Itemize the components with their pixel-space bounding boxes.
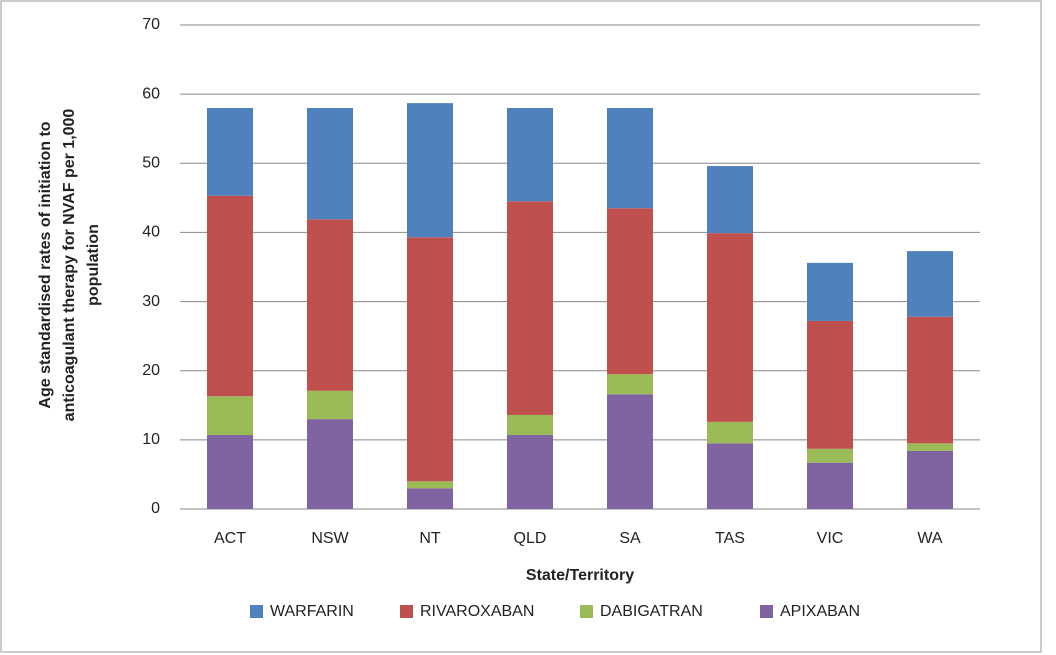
bar-segment (407, 481, 453, 489)
bar-segment (307, 219, 353, 391)
bar-segment (407, 237, 453, 482)
y-axis-title: Age standardised rates of initiation to … (37, 109, 102, 422)
x-tick-label: QLD (514, 530, 547, 547)
y-tick-label: 0 (151, 500, 160, 517)
legend-swatch (400, 605, 413, 618)
bar-segment (607, 107, 653, 209)
y-axis-title-line: Age standardised rates of initiation to (37, 121, 54, 408)
bar-segment (607, 394, 653, 509)
bar-segment (507, 201, 553, 415)
bar-segment (307, 419, 353, 509)
x-tick-label: VIC (817, 530, 844, 547)
bar-segment (707, 166, 753, 234)
bar-segment (407, 103, 453, 238)
bar-segment (607, 374, 653, 395)
bar-segment (407, 488, 453, 509)
legend-label: WARFARIN (270, 603, 354, 620)
x-tick-label: NSW (311, 530, 349, 547)
bar-segment (907, 450, 953, 509)
bar-segment (307, 107, 353, 220)
x-axis-title: State/Territory (526, 567, 634, 584)
legend-swatch (250, 605, 263, 618)
bar-segment (507, 107, 553, 202)
bar-segment (807, 448, 853, 463)
bar-segment (907, 251, 953, 317)
x-tick-label: WA (917, 530, 943, 547)
bar-segment (807, 262, 853, 321)
bar-segment (807, 462, 853, 509)
y-tick-label: 70 (142, 16, 160, 33)
legend-swatch (580, 605, 593, 618)
bar-segment (207, 195, 253, 397)
y-tick-label: 60 (142, 85, 160, 102)
bar-segment (907, 316, 953, 444)
bar-segment (807, 320, 853, 449)
bar-segment (607, 208, 653, 375)
y-axis-title-line: anticoagulant therapy for NVAF per 1,000 (61, 109, 78, 422)
bar-segment (507, 435, 553, 509)
y-tick-label: 20 (142, 362, 160, 379)
bar-segment (507, 414, 553, 436)
bar-segment (207, 396, 253, 436)
legend-label: RIVAROXABAN (420, 603, 534, 620)
bar-segment (707, 443, 753, 509)
x-tick-label: SA (619, 530, 641, 547)
y-tick-label: 10 (142, 431, 160, 448)
y-tick-label: 40 (142, 224, 160, 241)
y-tick-label: 30 (142, 293, 160, 310)
bar-segment (707, 233, 753, 422)
y-axis-title-line: population (85, 224, 102, 306)
bar-segment (207, 435, 253, 509)
bar-segment (307, 390, 353, 420)
y-tick-label: 50 (142, 155, 160, 172)
x-tick-label: TAS (715, 530, 745, 547)
bar-segment (707, 421, 753, 444)
x-tick-label: NT (419, 530, 441, 547)
legend-label: APIXABAN (780, 603, 860, 620)
legend-swatch (760, 605, 773, 618)
legend-label: DABIGATRAN (600, 603, 703, 620)
x-tick-label: ACT (214, 530, 246, 547)
bar-segment (207, 107, 253, 196)
bar-segment (907, 443, 953, 451)
